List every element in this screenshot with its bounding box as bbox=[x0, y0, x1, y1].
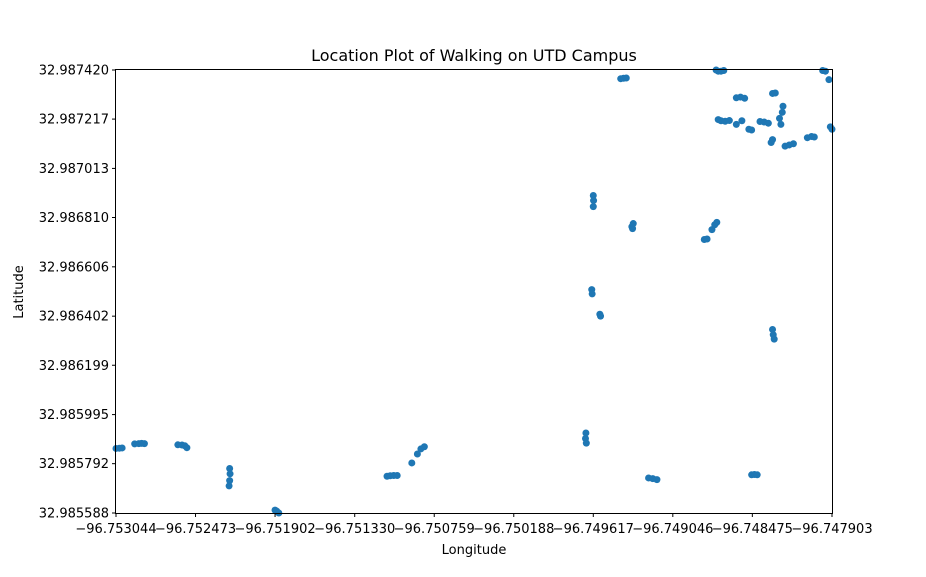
data-point bbox=[590, 197, 598, 205]
data-point bbox=[775, 114, 783, 122]
x-tick-label: −96.753044 bbox=[75, 522, 156, 537]
data-point bbox=[118, 444, 126, 452]
data-point bbox=[778, 108, 786, 116]
y-tick-label: 32.987217 bbox=[39, 113, 109, 128]
x-axis-label: Longitude bbox=[442, 543, 507, 558]
plot-area-frame bbox=[115, 69, 833, 514]
data-point bbox=[140, 440, 148, 448]
data-point bbox=[589, 203, 597, 211]
data-point bbox=[810, 133, 818, 141]
y-tick-label: 32.986606 bbox=[39, 260, 109, 275]
data-point bbox=[769, 325, 777, 333]
data-point bbox=[225, 482, 233, 490]
data-point bbox=[764, 119, 772, 127]
y-tick-label: 32.987013 bbox=[39, 162, 109, 177]
data-point bbox=[629, 220, 637, 228]
data-point bbox=[226, 465, 234, 473]
x-tick-label: −96.749046 bbox=[632, 522, 713, 537]
y-axis-label: Latitude bbox=[12, 265, 27, 319]
chart-title: Location Plot of Walking on UTD Campus bbox=[311, 46, 637, 65]
data-point bbox=[770, 335, 778, 343]
y-tick-label: 32.985792 bbox=[39, 457, 109, 472]
y-tick-label: 32.985588 bbox=[39, 507, 109, 522]
data-point bbox=[622, 74, 630, 82]
data-point bbox=[226, 470, 234, 478]
data-point bbox=[748, 126, 756, 134]
data-point bbox=[226, 477, 234, 485]
x-tick-label: −96.751902 bbox=[234, 522, 315, 537]
data-point bbox=[725, 117, 733, 125]
x-tick-label: −96.750188 bbox=[473, 522, 554, 537]
data-point bbox=[420, 443, 428, 451]
y-axis-ticks: 32.987420 32.987217 32.987013 32.986810 32.9… bbox=[39, 64, 116, 522]
x-tick-label: −96.749617 bbox=[553, 522, 634, 537]
data-point bbox=[771, 89, 779, 97]
data-point bbox=[589, 192, 597, 199]
data-point bbox=[732, 120, 740, 128]
x-tick-label: −96.751330 bbox=[314, 522, 395, 537]
data-point bbox=[588, 290, 596, 298]
data-point bbox=[741, 94, 749, 102]
data-point bbox=[821, 67, 829, 75]
y-tick-label: 32.987420 bbox=[39, 64, 109, 79]
data-point bbox=[582, 439, 590, 447]
points-layer bbox=[112, 66, 836, 517]
data-point bbox=[703, 235, 711, 243]
data-point bbox=[825, 76, 833, 84]
data-point bbox=[753, 471, 761, 479]
y-tick-label: 32.986810 bbox=[39, 211, 109, 226]
data-point bbox=[777, 120, 785, 128]
data-point bbox=[183, 444, 191, 452]
y-tick-label: 32.986199 bbox=[39, 359, 109, 374]
data-point bbox=[393, 472, 401, 480]
data-point bbox=[769, 136, 777, 144]
data-point bbox=[720, 66, 728, 74]
data-point bbox=[779, 102, 787, 110]
x-tick-label: −96.747903 bbox=[791, 522, 872, 537]
y-tick-label: 32.986402 bbox=[39, 310, 109, 325]
x-tick-label: −96.748475 bbox=[712, 522, 793, 537]
data-point bbox=[582, 429, 590, 437]
data-point bbox=[408, 459, 416, 467]
data-point bbox=[713, 218, 721, 226]
x-tick-label: −96.752473 bbox=[155, 522, 236, 537]
x-axis-ticks: −96.753044−96.752473−96.751902−96.751330… bbox=[75, 513, 873, 537]
data-point bbox=[738, 117, 746, 125]
data-point bbox=[653, 476, 661, 484]
data-point bbox=[597, 312, 605, 320]
data-point bbox=[789, 140, 797, 148]
y-tick-label: 32.985995 bbox=[39, 408, 109, 423]
data-point bbox=[413, 450, 421, 458]
x-tick-label: −96.750759 bbox=[394, 522, 475, 537]
